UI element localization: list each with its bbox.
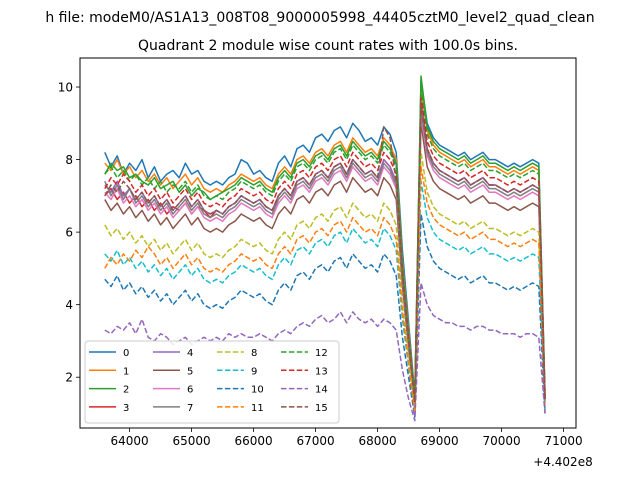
series-line-13 bbox=[104, 97, 546, 404]
legend-label-2: 2 bbox=[123, 385, 129, 396]
series-line-5 bbox=[104, 122, 546, 407]
x-tick-label: 67000 bbox=[297, 434, 335, 448]
x-axis: 64000 65000 66000 67000 68000 69000 70000 71000 bbox=[111, 428, 583, 448]
x-tick-label: 68000 bbox=[359, 434, 397, 448]
series-line-0 bbox=[104, 79, 546, 397]
legend-label-11: 11 bbox=[251, 403, 264, 414]
legend-label-10: 10 bbox=[251, 385, 264, 396]
series-line-12 bbox=[104, 86, 546, 400]
chart-title: Quadrant 2 module wise count rates with … bbox=[138, 38, 518, 54]
x-tick-label: 66000 bbox=[235, 434, 273, 448]
legend-label-3: 3 bbox=[123, 403, 129, 414]
series-line-2 bbox=[104, 75, 546, 400]
legend-label-15: 15 bbox=[315, 403, 328, 414]
x-tick-label: 64000 bbox=[111, 434, 149, 448]
x-tick-label: 71000 bbox=[545, 434, 583, 448]
legend-label-13: 13 bbox=[315, 366, 328, 377]
axes-frame bbox=[79, 57, 577, 429]
legend-label-0: 0 bbox=[123, 348, 129, 359]
legend-label-9: 9 bbox=[251, 366, 257, 377]
plot-area bbox=[104, 75, 546, 422]
x-tick-label: 69000 bbox=[421, 434, 459, 448]
x-offset-label: +4.402e8 bbox=[533, 455, 592, 469]
series-line-11 bbox=[104, 166, 546, 415]
y-axis: 2 4 6 8 10 bbox=[58, 81, 80, 385]
series-line-6 bbox=[104, 115, 546, 404]
figure-suptitle: h file: modeM0/AS1A13_008T08_9000005998_… bbox=[45, 10, 594, 26]
y-tick-label: 8 bbox=[65, 153, 73, 167]
series-line-10 bbox=[104, 213, 546, 418]
series-line-15 bbox=[104, 104, 546, 404]
legend-label-12: 12 bbox=[315, 348, 328, 359]
y-tick-label: 4 bbox=[65, 298, 73, 312]
x-tick-label: 65000 bbox=[173, 434, 211, 448]
legend-label-14: 14 bbox=[315, 385, 328, 396]
legend-label-1: 1 bbox=[123, 366, 129, 377]
series-line-9 bbox=[104, 180, 546, 415]
legend-box bbox=[84, 340, 340, 424]
legend-label-6: 6 bbox=[187, 385, 193, 396]
y-tick-label: 6 bbox=[65, 226, 73, 240]
legend-label-8: 8 bbox=[251, 348, 257, 359]
legend-label-7: 7 bbox=[187, 403, 193, 414]
series-line-7 bbox=[104, 108, 546, 404]
y-tick-label: 2 bbox=[65, 371, 73, 385]
series-line-8 bbox=[104, 151, 546, 411]
series-line-1 bbox=[104, 89, 546, 400]
y-tick-label: 10 bbox=[58, 81, 73, 95]
x-tick-label: 70000 bbox=[483, 434, 521, 448]
legend-label-4: 4 bbox=[187, 348, 193, 359]
legend-label-5: 5 bbox=[187, 366, 193, 377]
